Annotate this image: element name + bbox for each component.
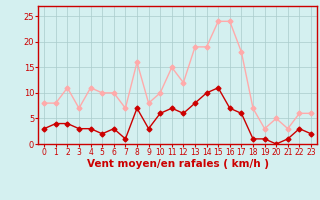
X-axis label: Vent moyen/en rafales ( km/h ): Vent moyen/en rafales ( km/h ) — [87, 159, 268, 169]
